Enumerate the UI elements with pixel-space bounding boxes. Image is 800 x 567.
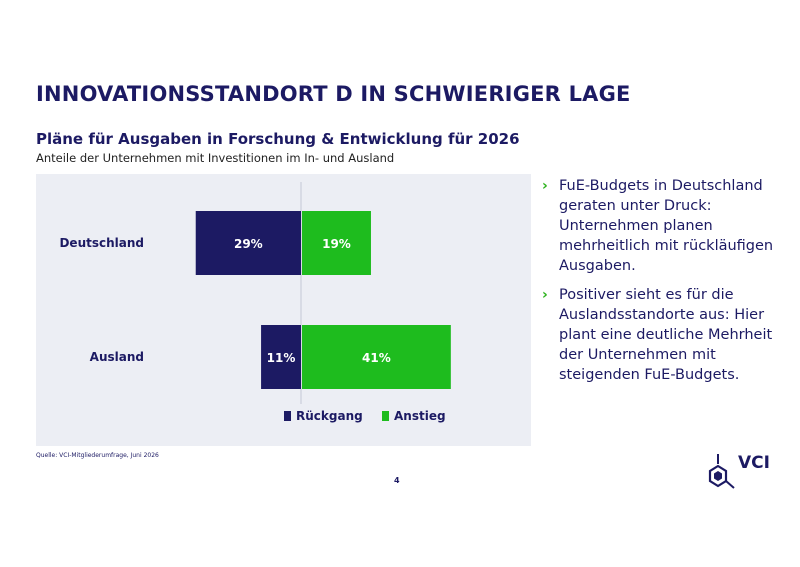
logo-text: VCI: [738, 453, 770, 473]
bullet-item: › FuE-Budgets in Deutschland geraten unt…: [542, 176, 782, 276]
chart-subtitle: Anteile der Unternehmen mit Investitione…: [36, 151, 395, 165]
data-label: 11%: [267, 351, 296, 365]
data-label: 41%: [362, 351, 391, 365]
bullet-list: › FuE-Budgets in Deutschland geraten unt…: [542, 176, 782, 394]
legend-swatch: [284, 411, 291, 421]
vci-logo: VCI: [708, 452, 778, 494]
bar-rückgang: [195, 211, 301, 275]
legend-label: Anstieg: [394, 409, 446, 423]
data-label: 19%: [322, 237, 351, 251]
chart-panel: Deutschland 29% 19% Ausland 11% 41% Rückgang An…: [36, 174, 531, 446]
chevron-right-icon: ›: [542, 178, 548, 194]
bar-anstieg: [302, 211, 371, 275]
chart-title: Pläne für Ausgaben in Forschung & Entwic…: [36, 130, 520, 148]
vci-hexagon-icon: [708, 454, 735, 489]
diverging-bar-chart: Deutschland 29% 19% Ausland 11% 41% Rückgang An…: [59, 182, 451, 423]
chevron-right-icon: ›: [542, 287, 548, 303]
bullet-text: Positiver sieht es für die Auslandsstand…: [559, 287, 773, 383]
data-label: 29%: [234, 237, 263, 251]
legend-label: Rückgang: [296, 409, 363, 423]
category-label: Deutschland: [59, 236, 144, 250]
bullet-text: FuE-Budgets in Deutschland geraten unter…: [559, 178, 774, 274]
category-label: Ausland: [90, 350, 144, 364]
bar-anstieg: [302, 325, 451, 389]
page-number: 4: [394, 476, 400, 485]
slide-title: INNOVATIONSSTANDORT D IN SCHWIERIGER LAG…: [36, 82, 631, 106]
legend-swatch: [382, 411, 389, 421]
bar-rückgang: [261, 325, 301, 389]
source-note: Quelle: VCI-Mitgliederumfrage, Juni 2026: [36, 452, 159, 459]
bullet-item: › Positiver sieht es für die Auslandssta…: [542, 285, 782, 385]
